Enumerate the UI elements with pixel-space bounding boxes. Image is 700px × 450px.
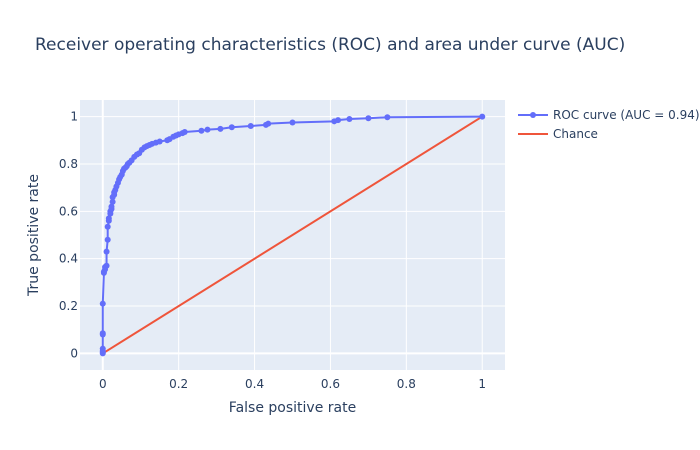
roc-point xyxy=(228,124,235,131)
roc-point xyxy=(156,138,163,145)
gridlines xyxy=(80,100,505,370)
roc-point xyxy=(365,115,372,122)
x-tick-label: 0.6 xyxy=(321,377,340,391)
roc-point xyxy=(204,126,211,133)
x-tick-label: 0.2 xyxy=(169,377,188,391)
x-tick-label: 0.4 xyxy=(245,377,264,391)
y-tick-label: 0.8 xyxy=(59,157,78,171)
roc-point xyxy=(103,248,110,255)
roc-point xyxy=(99,345,106,352)
y-tick-label: 0.6 xyxy=(59,204,78,218)
x-tick-label: 0.8 xyxy=(397,377,416,391)
y-axis-ticks: 0 0.2 0.4 0.6 0.8 1 xyxy=(59,110,78,361)
roc-point xyxy=(217,125,224,132)
legend-item[interactable]: Chance xyxy=(518,127,598,141)
roc-point xyxy=(99,300,106,307)
y-tick-label: 0.4 xyxy=(59,252,78,266)
roc-point xyxy=(99,330,106,337)
roc-point xyxy=(181,128,188,135)
x-tick-label: 0 xyxy=(99,377,107,391)
traces xyxy=(99,113,486,357)
roc-point xyxy=(198,127,205,134)
x-axis-ticks: 0 0.2 0.4 0.6 0.8 1 xyxy=(99,377,486,391)
roc-point xyxy=(108,203,115,210)
legend-label: Chance xyxy=(553,127,598,141)
legend[interactable]: ROC curve (AUC = 0.94) Chance xyxy=(518,108,700,141)
roc-point xyxy=(384,114,391,121)
y-tick-label: 0.2 xyxy=(59,299,78,313)
chance-line xyxy=(102,115,483,355)
y-axis-title: True positive rate xyxy=(26,174,42,297)
roc-point xyxy=(346,115,353,122)
y-tick-label: 0 xyxy=(70,346,78,360)
legend-item[interactable]: ROC curve (AUC = 0.94) xyxy=(518,108,700,122)
x-axis-title: False positive rate xyxy=(229,400,356,416)
legend-label: ROC curve (AUC = 0.94) xyxy=(553,108,700,122)
roc-point xyxy=(265,120,272,127)
roc-point xyxy=(247,123,254,130)
y-tick-label: 1 xyxy=(70,110,78,124)
roc-point xyxy=(109,198,116,205)
roc-point xyxy=(104,223,111,230)
roc-point xyxy=(103,262,110,269)
legend-marker xyxy=(530,112,536,118)
roc-point xyxy=(104,236,111,243)
roc-point xyxy=(289,119,296,126)
chart-title: Receiver operating characteristics (ROC)… xyxy=(35,35,625,55)
roc-point xyxy=(105,215,112,222)
roc-point xyxy=(479,113,486,120)
roc-point xyxy=(335,117,342,124)
x-tick-label: 1 xyxy=(478,377,486,391)
